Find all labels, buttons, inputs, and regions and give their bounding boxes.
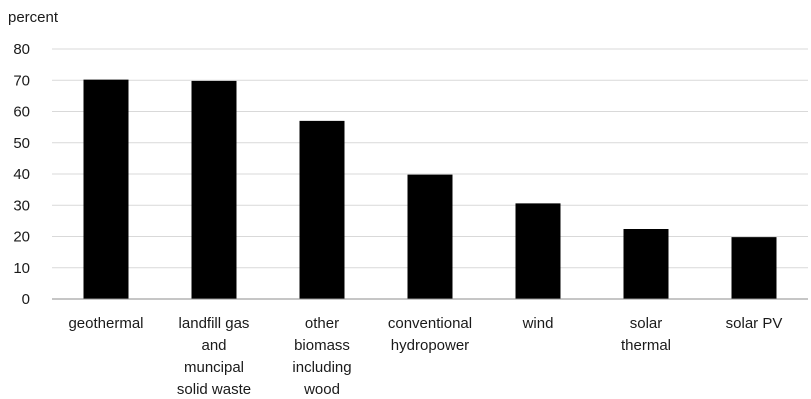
bar [515,203,561,299]
category-label: landfill gas and muncipal solid waste [177,315,251,394]
y-tick-label: 10 [13,260,30,277]
bar [83,79,129,299]
category-label: wind [522,315,554,332]
bar [407,174,453,299]
category-labels: geothermal landfill gas and muncipal solid w… [68,315,783,398]
y-tick-label: 0 [22,291,30,308]
category-label: solar thermal [621,315,671,354]
y-tick-label: 50 [13,135,30,152]
y-tick-label: 70 [13,72,30,89]
category-label: solar PV [726,315,783,332]
bar [623,229,669,299]
category-label: conventional hydropower [388,315,472,354]
y-tick-label: 20 [13,229,30,246]
category-label: other biomass including wood [292,315,351,394]
bars [83,79,777,299]
bar [299,120,345,299]
y-tick-label: 80 [13,41,30,58]
y-tick-label: 40 [13,166,30,183]
bar [731,237,777,299]
bar [191,80,237,299]
y-tick-labels: 0 10 20 30 40 50 60 70 80 [13,41,30,308]
y-tick-label: 30 [13,197,30,214]
y-axis-label: percent [8,9,59,26]
y-tick-label: 60 [13,104,30,121]
category-label: geothermal [68,315,143,332]
